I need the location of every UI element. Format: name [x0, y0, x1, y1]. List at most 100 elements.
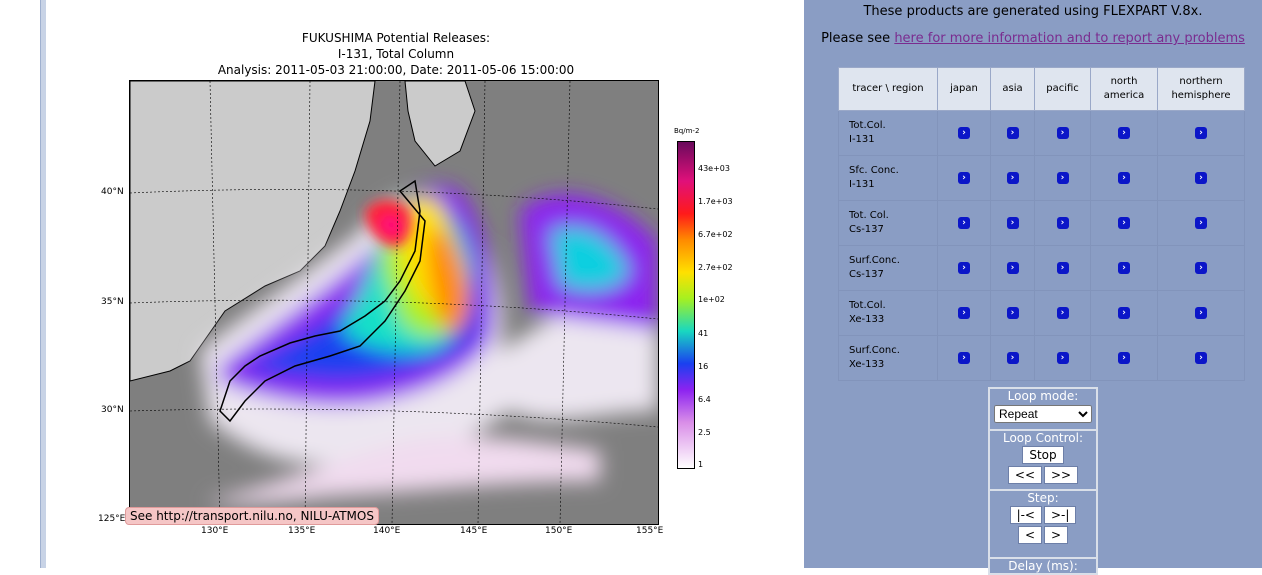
- gridline-130e: [209, 81, 221, 524]
- cell-asia: ›: [990, 110, 1035, 156]
- cell-northern-hemisphere: ›: [1157, 200, 1245, 246]
- arrow-right-icon[interactable]: ›: [1056, 352, 1069, 364]
- gridline-35n: [130, 299, 658, 320]
- arrow-right-icon[interactable]: ›: [1006, 352, 1019, 364]
- tracer-label: Sfc. Conc. I-131: [838, 155, 938, 201]
- plot-area: FUKUSHIMA Potential Releases: I-131, Tot…: [46, 0, 804, 568]
- lat-label-30n: 30°N: [101, 405, 124, 415]
- plume-magenta: [378, 214, 402, 237]
- sidebar: These products are generated using FLEXP…: [804, 0, 1262, 575]
- arrow-right-icon[interactable]: ›: [1056, 217, 1069, 229]
- arrow-right-icon[interactable]: ›: [958, 307, 970, 319]
- tracer-label-line-1: Surf.Conc.: [849, 345, 900, 356]
- first-frame-button[interactable]: |-<: [1009, 506, 1042, 524]
- cell-asia: ›: [990, 245, 1035, 291]
- arrow-right-icon[interactable]: ›: [958, 217, 970, 229]
- arrow-right-icon[interactable]: ›: [1195, 307, 1207, 319]
- gridline-135e: [304, 81, 311, 524]
- arrow-right-icon[interactable]: ›: [1006, 307, 1019, 319]
- cell-asia: ›: [990, 200, 1035, 246]
- arrow-right-icon[interactable]: ›: [1006, 262, 1019, 274]
- arrow-right-icon[interactable]: ›: [1006, 127, 1019, 139]
- arrow-right-icon[interactable]: ›: [1195, 217, 1207, 229]
- arrow-right-icon[interactable]: ›: [1056, 307, 1069, 319]
- step-back-button[interactable]: <: [1017, 526, 1042, 544]
- delay-label: Delay (ms):: [1008, 559, 1078, 573]
- step-panel: Step: |-< >-| < >: [988, 489, 1098, 559]
- colorbar-label-7: 16: [698, 362, 709, 371]
- arrow-right-icon[interactable]: ›: [1195, 127, 1207, 139]
- colorbar-label-2: 1.7e+03: [698, 197, 733, 206]
- arrow-right-icon[interactable]: ›: [958, 172, 970, 184]
- step-label: Step:: [1027, 491, 1059, 505]
- cell-north-america: ›: [1090, 110, 1158, 156]
- arrow-right-icon[interactable]: ›: [1118, 217, 1130, 229]
- arrow-right-icon[interactable]: ›: [1118, 352, 1130, 364]
- plume-map: [129, 80, 659, 525]
- arrow-right-icon[interactable]: ›: [1056, 262, 1069, 274]
- tracer-label-line-2: Cs-137: [849, 269, 884, 280]
- arrow-right-icon[interactable]: ›: [1118, 262, 1130, 274]
- colorbar-label-5: 1e+02: [698, 295, 725, 304]
- plot-title-line-1: FUKUSHIMA Potential Releases:: [301, 31, 491, 45]
- arrow-right-icon[interactable]: ›: [1195, 352, 1207, 364]
- lon-label-145e: 145°E: [460, 526, 488, 536]
- loop-mode-select[interactable]: Repeat: [994, 405, 1092, 423]
- cell-pacific: ›: [1034, 110, 1091, 156]
- arrow-right-icon[interactable]: ›: [1118, 127, 1130, 139]
- colorbar-label-3: 6.7e+02: [698, 230, 733, 239]
- arrow-right-icon[interactable]: ›: [1118, 172, 1130, 184]
- tracer-label-line-2: Xe-133: [849, 359, 885, 370]
- plume-south: [205, 436, 600, 504]
- plume-map-svg: [130, 81, 658, 524]
- lon-label-125e: 125°E: [98, 514, 126, 524]
- table-row: Tot.Col. Xe-133 › › › › ›: [838, 290, 1245, 336]
- tracer-label: Tot. Col. Cs-137: [838, 200, 938, 246]
- cell-asia: ›: [990, 290, 1035, 336]
- info-link[interactable]: here for more information and to report …: [894, 31, 1245, 46]
- arrow-right-icon[interactable]: ›: [1118, 307, 1130, 319]
- colorbar: [677, 141, 695, 469]
- table-row: Surf.Conc. Xe-133 › › › › ›: [838, 335, 1245, 381]
- header-japan: japan: [937, 67, 991, 111]
- stop-button[interactable]: Stop: [1022, 446, 1064, 464]
- credit-link[interactable]: See http://transport.nilu.no, NILU-ATMOS: [125, 507, 379, 525]
- product-table: tracer \ region japan asia pacific north…: [838, 67, 1245, 381]
- tracer-label: Surf.Conc. Xe-133: [838, 335, 938, 381]
- arrow-right-icon[interactable]: ›: [958, 352, 970, 364]
- loop-control-label: Loop Control:: [1002, 431, 1083, 445]
- arrow-right-icon[interactable]: ›: [1056, 172, 1069, 184]
- colorbar-label-10: 1: [698, 460, 704, 469]
- arrow-right-icon[interactable]: ›: [1195, 172, 1207, 184]
- rewind-button[interactable]: <<: [1007, 466, 1042, 484]
- cell-pacific: ›: [1034, 245, 1091, 291]
- plume-orange: [428, 229, 470, 333]
- table-row: Sfc. Conc. I-131 › › › › ›: [838, 155, 1245, 201]
- step-forward-button[interactable]: >: [1044, 526, 1069, 544]
- cell-north-america: ›: [1090, 245, 1158, 291]
- arrow-right-icon[interactable]: ›: [1056, 127, 1069, 139]
- last-frame-button[interactable]: >-|: [1044, 506, 1077, 524]
- lon-label-150e: 150°E: [545, 526, 573, 536]
- fast-forward-button[interactable]: >>: [1044, 466, 1079, 484]
- colorbar-title: Bq/m-2: [674, 127, 700, 135]
- tracer-label-line-2: Cs-137: [849, 224, 884, 235]
- arrow-right-icon[interactable]: ›: [1006, 172, 1019, 184]
- arrow-right-icon[interactable]: ›: [958, 127, 970, 139]
- colorbar-label-9: 2.5: [698, 428, 711, 437]
- loop-mode-label: Loop mode:: [1007, 389, 1079, 403]
- header-pacific: pacific: [1034, 67, 1091, 111]
- lon-label-135e: 135°E: [288, 526, 316, 536]
- tracer-label-line-1: Sfc. Conc.: [849, 165, 899, 176]
- cell-japan: ›: [937, 155, 991, 201]
- cell-japan: ›: [937, 110, 991, 156]
- gridline-145e: [477, 81, 486, 524]
- arrow-right-icon[interactable]: ›: [1006, 217, 1019, 229]
- arrow-right-icon[interactable]: ›: [958, 262, 970, 274]
- gridline-150e: [559, 81, 571, 524]
- info-line: Please see here for more information and…: [804, 31, 1262, 46]
- delay-panel: Delay (ms):: [988, 557, 1098, 575]
- lon-label-155e: 155°E: [636, 526, 664, 536]
- colorbar-label-4: 2.7e+02: [698, 263, 733, 272]
- arrow-right-icon[interactable]: ›: [1195, 262, 1207, 274]
